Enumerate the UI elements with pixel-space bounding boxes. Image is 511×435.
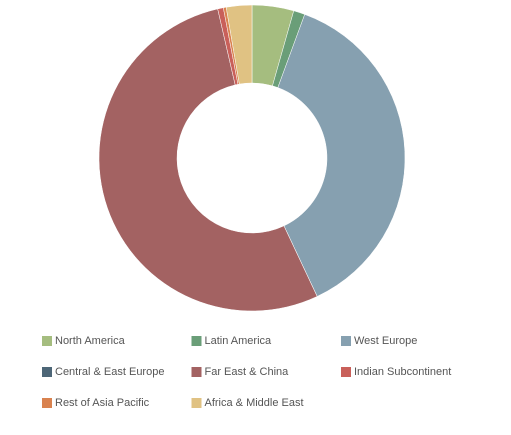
legend-swatch bbox=[42, 367, 52, 377]
legend-swatch bbox=[191, 336, 202, 346]
legend-swatch bbox=[42, 398, 52, 408]
legend-swatch bbox=[42, 336, 52, 346]
legend-label: Africa & Middle East bbox=[205, 397, 304, 409]
donut-slice bbox=[98, 8, 318, 312]
legend-label: West Europe bbox=[354, 335, 417, 347]
legend-label: North America bbox=[55, 335, 126, 347]
legend-label: Latin America bbox=[205, 335, 273, 347]
legend-label: Central & East Europe bbox=[55, 366, 164, 378]
legend-swatch bbox=[191, 367, 202, 377]
legend-swatch bbox=[191, 398, 202, 408]
legend-swatch bbox=[341, 367, 351, 377]
legend-swatch bbox=[341, 336, 351, 346]
legend-label: Indian Subcontinent bbox=[354, 366, 451, 378]
donut-slice bbox=[225, 4, 253, 85]
donut-slice bbox=[277, 14, 406, 297]
legend-label: Rest of Asia Pacific bbox=[55, 397, 150, 409]
legend-label: Far East & China bbox=[205, 366, 290, 378]
